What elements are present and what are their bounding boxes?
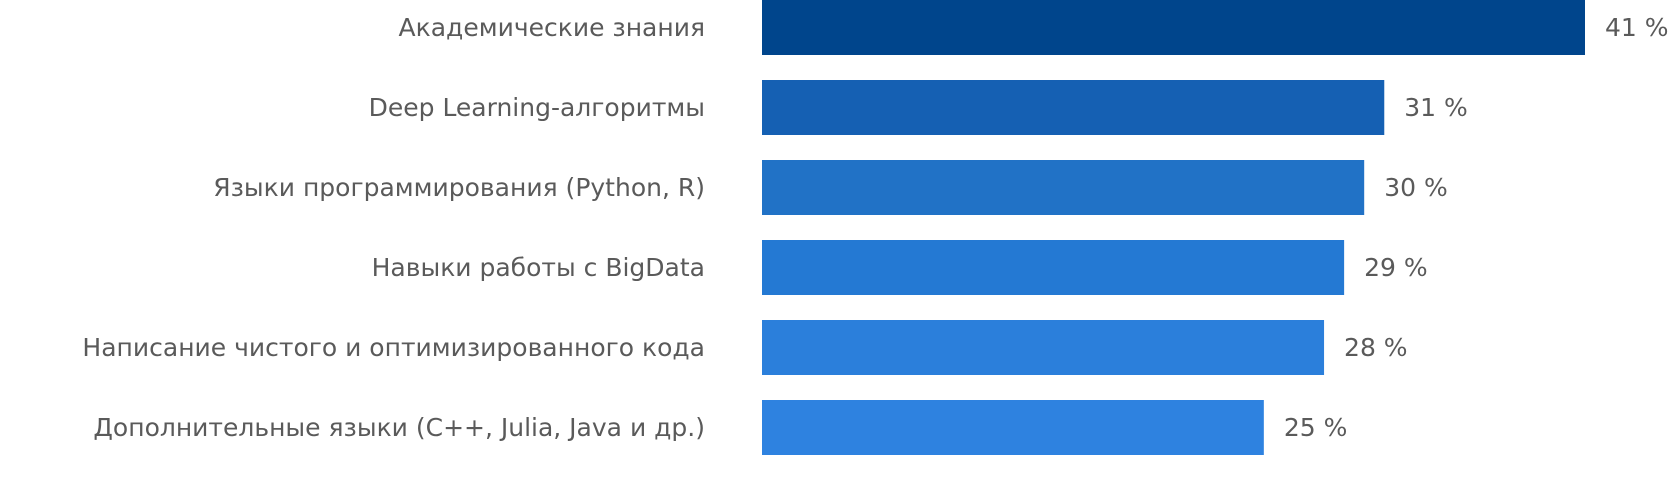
bar-3 — [762, 160, 1365, 215]
category-label-4: Навыки работы с BigData — [372, 253, 705, 282]
category-label-5: Написание чистого и оптимизированного ко… — [82, 333, 705, 362]
bar-6 — [762, 400, 1264, 455]
value-label-6: 25 % — [1284, 413, 1348, 442]
category-labels: Академические знания Deep Learning-алгори… — [82, 13, 705, 442]
value-label-3: 30 % — [1384, 173, 1448, 202]
bar-2 — [762, 80, 1385, 135]
category-label-6: Дополнительные языки (C++, Julia, Java и… — [93, 413, 705, 442]
value-label-5: 28 % — [1344, 333, 1408, 362]
bar-1 — [762, 0, 1585, 55]
category-label-2: Deep Learning-алгоритмы — [369, 93, 705, 122]
category-label-1: Академические знания — [399, 13, 705, 42]
value-label-2: 31 % — [1404, 93, 1468, 122]
bar-5 — [762, 320, 1325, 375]
category-label-3: Языки программирования (Python, R) — [213, 173, 705, 202]
bars-group — [762, 0, 1585, 455]
value-labels: 41 % 31 % 30 % 29 % 28 % 25 % — [1284, 13, 1669, 442]
value-label-4: 29 % — [1364, 253, 1428, 282]
value-label-1: 41 % — [1605, 13, 1669, 42]
bar-4 — [762, 240, 1345, 295]
